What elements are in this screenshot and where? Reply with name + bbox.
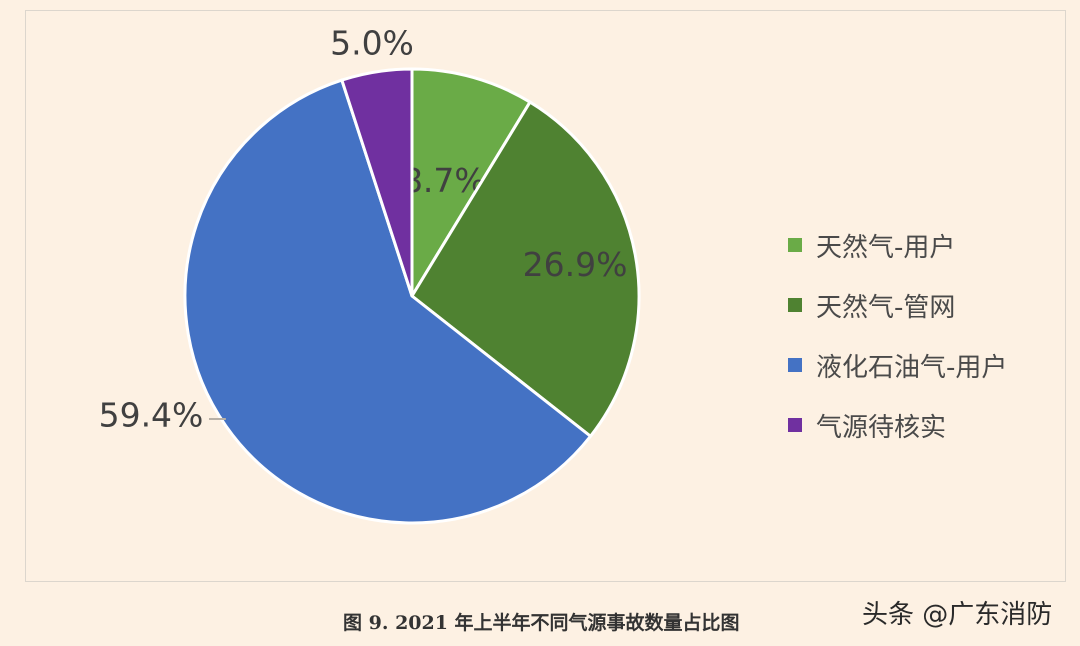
pie-slice bbox=[183, 78, 592, 525]
pie-slice bbox=[340, 67, 414, 298]
data-label: 26.9% bbox=[523, 245, 628, 284]
watermark: 头条 @广东消防 bbox=[862, 600, 1053, 630]
pie-slice bbox=[410, 67, 532, 298]
legend-swatch bbox=[788, 358, 802, 372]
legend-item: 天然气-管网 bbox=[788, 275, 1068, 335]
legend-swatch bbox=[788, 238, 802, 252]
legend-item: 天然气-用户 bbox=[788, 215, 1068, 275]
legend-swatch bbox=[788, 298, 802, 312]
legend-swatch bbox=[788, 418, 802, 432]
legend-label: 天然气-用户 bbox=[816, 232, 956, 263]
figure-caption: 图 9. 2021 年上半年不同气源事故数量占比图 bbox=[343, 612, 740, 634]
legend: 天然气-用户 天然气-管网 液化石油气-用户 气源待核实 bbox=[788, 215, 1068, 455]
legend-item: 液化石油气-用户 bbox=[788, 335, 1068, 395]
legend-item: 气源待核实 bbox=[788, 395, 1068, 455]
legend-label: 气源待核实 bbox=[816, 412, 947, 443]
chart-frame: 8.7% 26.9% 59.4% 5.0% 天然气-用户 天然气-管网 液化石油气-用… bbox=[25, 10, 1066, 582]
pie-chart: 8.7% 26.9% 59.4% 5.0% bbox=[99, 24, 641, 525]
data-label: 5.0% bbox=[330, 24, 414, 63]
data-label: 8.7% bbox=[402, 161, 486, 200]
pie-slice bbox=[410, 100, 641, 438]
legend-label: 液化石油气-用户 bbox=[816, 352, 1008, 383]
data-label: 59.4% bbox=[99, 396, 204, 435]
legend-label: 天然气-管网 bbox=[816, 292, 956, 323]
